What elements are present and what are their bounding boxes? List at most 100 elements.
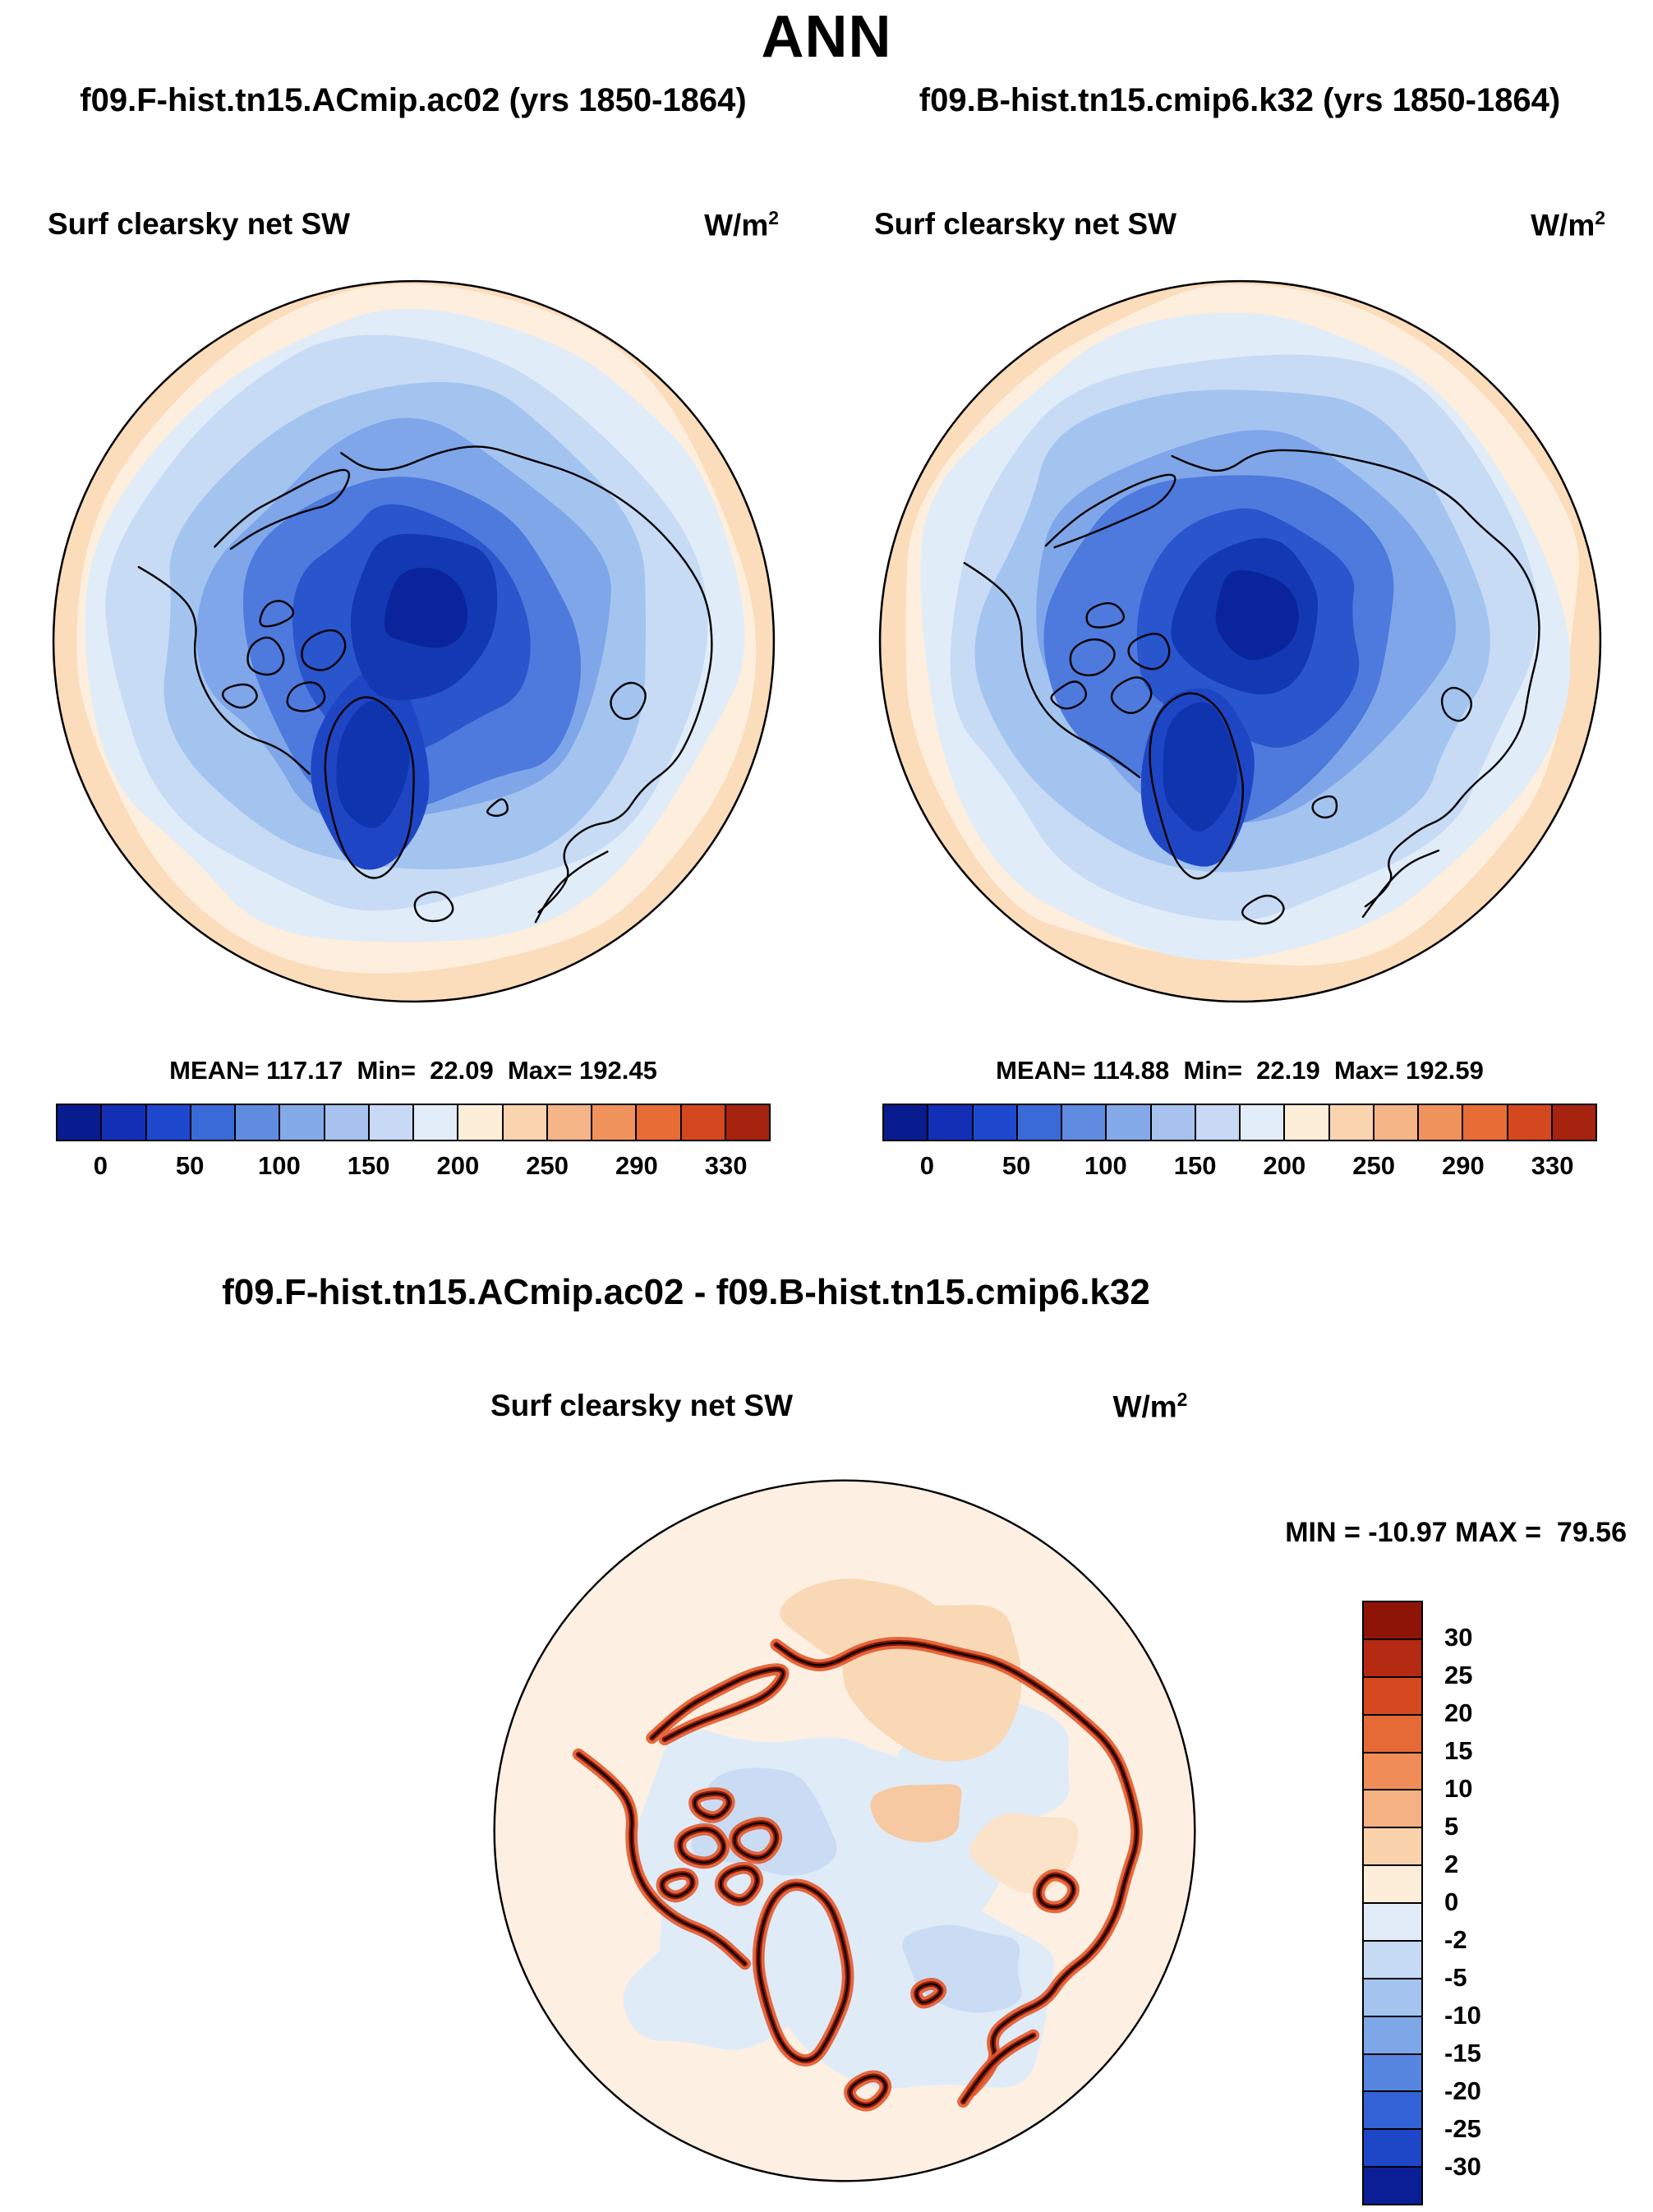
colorbar-cell bbox=[724, 1105, 769, 1140]
difference-title: f09.F-hist.tn15.ACmip.ac02 - f09.B-hist.… bbox=[222, 1272, 1150, 1312]
colorbar-difference-labels: 30 25 20 15 10 5 2 0 -2 -5 -10 -15 -20 -25 -30 bbox=[1436, 1601, 1518, 2209]
polar-map-difference bbox=[493, 1479, 1196, 2182]
difference-map-wrap bbox=[483, 1469, 1206, 2196]
colorbar-ticks-right: 0 50 100 150 200 250 290 330 bbox=[882, 1151, 1597, 1186]
colorbar-cell bbox=[1364, 2128, 1421, 2167]
colorbar-cell bbox=[1194, 1105, 1239, 1140]
colorbar-tick-label: 200 bbox=[1263, 1151, 1306, 1180]
colorbar-cell bbox=[1364, 1827, 1421, 1865]
colorbar-cell bbox=[145, 1105, 190, 1140]
colorbar-tick-label: -25 bbox=[1444, 2114, 1481, 2143]
polar-map-right bbox=[878, 279, 1601, 1003]
colorbar-tick-label: 290 bbox=[615, 1151, 658, 1180]
stats-line-right: MEAN= 114.88 Min= 22.19 Max= 192.59 bbox=[996, 1056, 1484, 1085]
colorbar-tick-label: 10 bbox=[1444, 1774, 1473, 1803]
panel-right-header: Surf clearsky net SW W/m2 bbox=[826, 207, 1653, 247]
colorbar-tick-label: 150 bbox=[1173, 1151, 1217, 1180]
colorbar-cell bbox=[1364, 1939, 1421, 1978]
colorbar-cell bbox=[58, 1105, 101, 1140]
colorbar-tick-label: 0 bbox=[1444, 1887, 1459, 1916]
polar-map-left bbox=[52, 279, 775, 1003]
colorbar-tick-label: -15 bbox=[1444, 2039, 1481, 2067]
colorbar-cell bbox=[1364, 1864, 1421, 1902]
colorbar-tick-label: 330 bbox=[1531, 1151, 1574, 1180]
field-label: Surf clearsky net SW bbox=[48, 207, 351, 241]
colorbar-cell bbox=[1061, 1105, 1106, 1140]
colorbar-cell bbox=[279, 1105, 324, 1140]
colorbar-tick-label: 200 bbox=[436, 1151, 480, 1180]
colorbar-tick-label: -20 bbox=[1444, 2076, 1481, 2105]
colorbar-cell bbox=[679, 1105, 725, 1140]
colorbar-cell bbox=[1364, 2015, 1421, 2053]
colorbar-tick-label: 150 bbox=[347, 1151, 390, 1180]
colorbar-ticks-left: 0 50 100 150 200 250 290 330 bbox=[56, 1151, 771, 1186]
colorbar-cell bbox=[1364, 2166, 1421, 2204]
stats-line-left: MEAN= 117.17 Min= 22.09 Max= 192.45 bbox=[169, 1056, 657, 1085]
colorbar-cells-right bbox=[882, 1104, 1597, 1141]
colorbar-cell bbox=[884, 1105, 928, 1140]
colorbar-cell bbox=[971, 1105, 1016, 1140]
minmax-line: MIN = -10.97 MAX = 79.56 bbox=[1285, 1517, 1627, 1548]
colorbar-cell bbox=[412, 1105, 458, 1140]
colorbar-tick-label: 20 bbox=[1444, 1698, 1473, 1727]
colorbar-difference bbox=[1362, 1601, 1423, 2205]
colorbar-tick-label: 2 bbox=[1444, 1850, 1459, 1878]
colorbar-tick-label: 50 bbox=[1001, 1151, 1031, 1180]
colorbar-cell bbox=[234, 1105, 279, 1140]
colorbar-cell bbox=[546, 1105, 591, 1140]
colorbar-cell bbox=[501, 1105, 546, 1140]
colorbar-cell bbox=[1105, 1105, 1150, 1140]
units-base: W/m bbox=[1112, 1389, 1177, 1424]
colorbar-cell bbox=[189, 1105, 234, 1140]
colorbar-cell bbox=[1364, 1602, 1421, 1638]
colorbar-cell bbox=[1328, 1105, 1373, 1140]
colorbar-cell bbox=[100, 1105, 145, 1140]
colorbar-cell bbox=[1364, 2090, 1421, 2129]
units-exponent: 2 bbox=[768, 207, 779, 228]
colorbar-cell bbox=[1364, 1789, 1421, 1827]
units-label: W/m2 bbox=[1531, 207, 1605, 242]
colorbar-tick-label: 5 bbox=[1444, 1812, 1459, 1841]
colorbar-cell bbox=[591, 1105, 636, 1140]
field-label: Surf clearsky net SW bbox=[874, 207, 1177, 241]
colorbar-cell bbox=[367, 1105, 412, 1140]
colorbar-tick-label: 30 bbox=[1444, 1623, 1473, 1652]
units-exponent: 2 bbox=[1595, 207, 1605, 228]
colorbar-cell bbox=[1239, 1105, 1284, 1140]
colorbar-cell bbox=[1364, 1638, 1421, 1676]
colorbar-tick-label: 250 bbox=[526, 1151, 569, 1180]
colorbar-cell bbox=[1149, 1105, 1195, 1140]
units-exponent: 2 bbox=[1176, 1389, 1188, 1410]
colorbar-cell bbox=[1364, 1713, 1421, 1752]
colorbar-cells-left bbox=[56, 1104, 771, 1141]
colorbar-cell bbox=[1506, 1105, 1551, 1140]
colorbar-cell bbox=[1372, 1105, 1417, 1140]
colorbar-cell bbox=[1417, 1105, 1462, 1140]
colorbar-cell bbox=[1364, 1751, 1421, 1790]
colorbar-tick-label: 25 bbox=[1444, 1661, 1473, 1689]
colorbar-cell bbox=[457, 1105, 502, 1140]
colorbar-tick-label: -2 bbox=[1444, 1925, 1467, 1954]
units-label: W/m2 bbox=[704, 207, 779, 242]
colorbar-tick-label: 0 bbox=[919, 1151, 934, 1180]
colorbar-tick-label: 0 bbox=[93, 1151, 108, 1180]
colorbar-cell bbox=[323, 1105, 368, 1140]
colorbar-cell bbox=[1283, 1105, 1328, 1140]
panel-left-header: Surf clearsky net SW W/m2 bbox=[0, 207, 826, 247]
colorbar-tick-label: 330 bbox=[704, 1151, 748, 1180]
colorbar-cell bbox=[927, 1105, 972, 1140]
run-title-right: f09.B-hist.tn15.cmip6.k32 (yrs 1850-1864… bbox=[919, 82, 1561, 118]
season-title: ANN bbox=[761, 4, 892, 70]
colorbar-tick-label: 50 bbox=[175, 1151, 205, 1180]
colorbar-tick-label: -5 bbox=[1444, 1963, 1467, 1992]
run-title-left: f09.F-hist.tn15.ACmip.ac02 (yrs 1850-186… bbox=[80, 82, 747, 118]
colorbar-tick-label: 100 bbox=[1084, 1151, 1127, 1180]
colorbar-cell bbox=[1015, 1105, 1061, 1140]
units-base: W/m bbox=[704, 208, 769, 242]
panel-right: Surf clearsky net SW W/m2 MEAN= 114.88 M… bbox=[826, 207, 1653, 1186]
field-label: Surf clearsky net SW bbox=[490, 1389, 794, 1422]
colorbar-tick-label: -10 bbox=[1444, 2001, 1481, 2030]
colorbar-tick-label: 290 bbox=[1442, 1151, 1485, 1180]
colorbar-cell bbox=[1462, 1105, 1507, 1140]
